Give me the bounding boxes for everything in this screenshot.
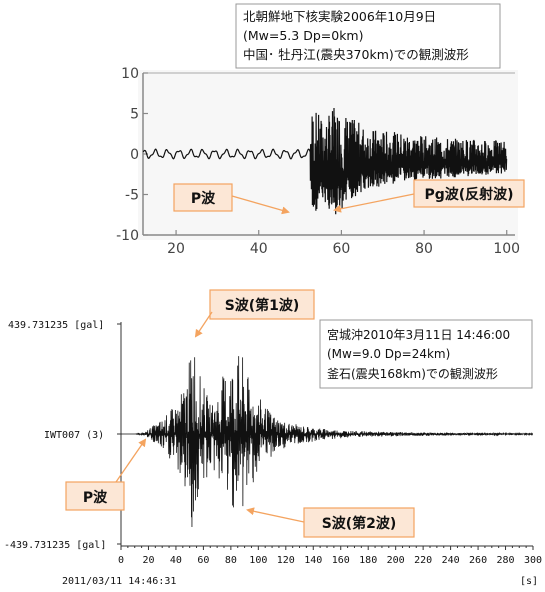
bottom-x-tick-label: 100 <box>249 555 267 566</box>
bottom-x-tick-label: 140 <box>304 555 322 566</box>
bottom-waveform-line <box>121 356 533 528</box>
top-pg-wave-label-box <box>413 179 525 208</box>
top-chart: 10 5 0 -5 -10 20 40 60 80 100 <box>116 66 520 257</box>
bottom-p-arrow <box>115 438 147 483</box>
bottom-x-ticks: 0 20 40 60 80 100 120 140 160 180 200 220 240 260 280 3… <box>118 546 542 566</box>
bottom-waveform <box>121 356 533 528</box>
top-info-frame <box>235 3 501 69</box>
bottom-x-tick-label: 260 <box>469 555 487 566</box>
top-waveform-line <box>142 107 508 215</box>
bottom-x-tick-label: 80 <box>225 555 237 566</box>
bottom-s2-wave-callout: S波(第2波) <box>246 507 415 538</box>
bottom-x-tick-label: 280 <box>497 555 515 566</box>
bottom-ymax-label: 439.731235 [gal] <box>8 320 104 331</box>
bottom-x-tick-label: 160 <box>332 555 350 566</box>
bottom-x-tick-label: 300 <box>524 555 542 566</box>
bottom-info-box: 宮城沖2010年3月11日 14:46:00 (Mw=9.0 Dp=24km) … <box>319 319 533 389</box>
bottom-x-tick-label: 240 <box>442 555 460 566</box>
top-y-tick-label: 10 <box>121 66 139 82</box>
top-y-tick-label: -5 <box>125 188 139 204</box>
top-p-wave-label-box <box>173 183 233 212</box>
bottom-s2-label-box <box>303 507 415 538</box>
top-x-tick-label: 20 <box>167 241 185 257</box>
top-p-wave-label: P波 <box>191 190 216 207</box>
top-info-line2: (Mw=5.3 Dp=0km) <box>243 28 364 43</box>
bottom-s1-label: S波(第1波) <box>225 297 300 314</box>
top-x-tick-label: 80 <box>415 241 433 257</box>
bottom-channel-label: IWT007 (3) <box>44 430 104 441</box>
bottom-x-tick-label: 20 <box>142 555 154 566</box>
top-pg-wave-arrow <box>333 193 415 213</box>
top-x-tick-label: 60 <box>332 241 350 257</box>
bottom-x-tick-label: 40 <box>170 555 182 566</box>
bottom-s1-wave-callout: S波(第1波) <box>194 289 315 338</box>
top-y-tick-label: 0 <box>130 147 139 163</box>
bottom-s1-arrow <box>194 311 213 338</box>
bottom-s1-label-box <box>209 289 315 320</box>
bottom-x-tick-label: 60 <box>197 555 209 566</box>
bottom-x-tick-label: 120 <box>277 555 295 566</box>
top-info-line1: 北朝鮮地下核実験2006年10月9日 <box>243 9 436 24</box>
bottom-info-frame <box>319 319 533 389</box>
bottom-unit-label: [s] <box>520 576 538 587</box>
top-y-ticks: 10 5 0 -5 -10 <box>116 66 148 244</box>
bottom-info-line1: 宮城沖2010年3月11日 14:46:00 <box>327 327 510 342</box>
bottom-info-line2: (Mw=9.0 Dp=24km) <box>327 347 450 361</box>
top-p-wave-callout: P波 <box>173 183 290 215</box>
bottom-s2-arrow <box>246 507 305 523</box>
bottom-x-tick-label: 220 <box>414 555 432 566</box>
top-pg-wave-label: Pg波(反射波) <box>424 186 513 203</box>
bottom-x-tick-label: 0 <box>118 555 124 566</box>
top-x-ticks: 20 40 60 80 100 <box>167 230 520 257</box>
top-waveform <box>142 107 508 215</box>
bottom-chart: 439.731235 [gal] IWT007 (3) -439.731235 … <box>4 320 542 587</box>
bottom-p-label: P波 <box>83 489 108 506</box>
top-pg-wave-callout: Pg波(反射波) <box>333 179 525 213</box>
bottom-ymin-label: -439.731235 [gal] <box>4 540 106 551</box>
top-x-tick-label: 100 <box>493 241 520 257</box>
top-info-line3: 中国･ 牡丹江(震央370km)での観測波形 <box>243 47 469 62</box>
top-y-tick-label: 5 <box>130 107 139 123</box>
bottom-s2-label: S波(第2波) <box>322 515 397 532</box>
top-p-wave-arrow <box>231 195 290 215</box>
top-x-tick-label: 40 <box>250 241 268 257</box>
bottom-x-tick-label: 180 <box>359 555 377 566</box>
bottom-info-line3: 釜石(震央168km)での観測波形 <box>327 366 498 381</box>
bottom-x-tick-label: 200 <box>387 555 405 566</box>
top-y-tick-label: -10 <box>116 228 139 244</box>
bottom-p-label-box <box>65 481 125 511</box>
top-info-box: 北朝鮮地下核実験2006年10月9日 (Mw=5.3 Dp=0km) 中国･ 牡… <box>235 3 501 69</box>
bottom-p-wave-callout: P波 <box>65 438 147 511</box>
bottom-start-time: 2011/03/11 14:46:31 <box>62 576 176 587</box>
